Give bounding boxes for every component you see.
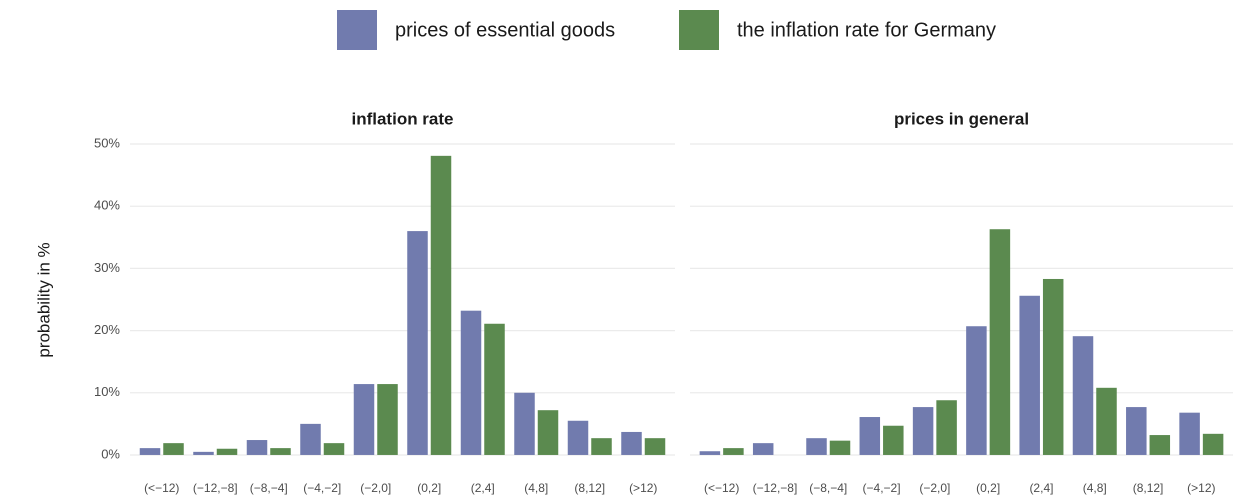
panel-title: inflation rate bbox=[351, 109, 453, 128]
y-tick-label: 10% bbox=[94, 384, 120, 399]
x-tick-label: (0,2] bbox=[417, 481, 441, 495]
bar bbox=[966, 326, 987, 455]
x-tick-label: (4,8] bbox=[524, 481, 548, 495]
y-tick-label: 30% bbox=[94, 260, 120, 275]
bar bbox=[1126, 407, 1147, 455]
panel-title: prices in general bbox=[894, 109, 1029, 128]
x-tick-label: (−8,−4] bbox=[809, 481, 847, 495]
bar bbox=[567, 420, 589, 455]
legend-swatch bbox=[337, 10, 377, 50]
x-tick-label: (2,4] bbox=[1029, 481, 1053, 495]
x-tick-label: (−4,−2] bbox=[303, 481, 341, 495]
bar bbox=[1072, 336, 1094, 455]
bar bbox=[936, 400, 957, 455]
x-tick-label: (−4,−2] bbox=[863, 481, 901, 495]
bar bbox=[1019, 295, 1040, 455]
bar bbox=[300, 423, 321, 455]
legend-swatch bbox=[679, 10, 719, 50]
x-tick-label: (−2,0] bbox=[360, 481, 391, 495]
x-tick-label: (−12,−8] bbox=[193, 481, 238, 495]
bar bbox=[644, 438, 666, 455]
x-tick-label: (−8,−4] bbox=[250, 481, 288, 495]
bar bbox=[353, 384, 375, 455]
bar bbox=[829, 440, 851, 455]
bar bbox=[407, 231, 428, 455]
x-tick-label: (−2,0] bbox=[919, 481, 950, 495]
y-tick-label: 20% bbox=[94, 322, 120, 337]
x-tick-label: (>12) bbox=[629, 481, 657, 495]
bar bbox=[699, 451, 721, 455]
bar bbox=[752, 443, 774, 455]
bar bbox=[323, 443, 345, 455]
bar bbox=[591, 438, 612, 455]
x-tick-label: (2,4] bbox=[471, 481, 495, 495]
bar bbox=[989, 229, 1011, 455]
y-tick-label: 0% bbox=[101, 446, 120, 461]
bar bbox=[1149, 435, 1171, 455]
bar bbox=[621, 431, 642, 455]
bar bbox=[1179, 412, 1200, 455]
bar bbox=[859, 417, 881, 455]
bar bbox=[193, 451, 214, 455]
bar bbox=[216, 448, 238, 455]
bar bbox=[912, 407, 934, 455]
bar bbox=[270, 448, 291, 455]
legend-label: the inflation rate for Germany bbox=[737, 19, 996, 41]
bar bbox=[1042, 278, 1064, 455]
bar bbox=[246, 440, 268, 455]
bar bbox=[806, 438, 827, 455]
bar bbox=[460, 310, 482, 455]
y-axis-label: probability in % bbox=[34, 242, 53, 357]
x-tick-label: (<−12) bbox=[144, 481, 179, 495]
legend-label: prices of essential goods bbox=[395, 19, 615, 41]
bar bbox=[537, 410, 559, 455]
bar bbox=[514, 392, 535, 455]
y-tick-label: 50% bbox=[94, 135, 120, 150]
x-tick-label: (0,2] bbox=[976, 481, 1000, 495]
bar bbox=[484, 323, 505, 455]
bar bbox=[430, 155, 452, 455]
bar bbox=[723, 448, 744, 455]
x-tick-label: (−12,−8] bbox=[753, 481, 798, 495]
bar bbox=[377, 384, 398, 455]
bar bbox=[1202, 433, 1224, 455]
x-tick-label: (>12) bbox=[1187, 481, 1215, 495]
x-tick-label: (4,8] bbox=[1083, 481, 1107, 495]
bar bbox=[163, 443, 184, 455]
y-tick-label: 40% bbox=[94, 198, 120, 213]
bar bbox=[139, 448, 161, 455]
bar bbox=[883, 425, 904, 455]
x-tick-label: (<−12) bbox=[704, 481, 739, 495]
x-tick-label: (8,12] bbox=[1133, 481, 1164, 495]
bar bbox=[1096, 387, 1117, 455]
x-tick-label: (8,12] bbox=[574, 481, 605, 495]
